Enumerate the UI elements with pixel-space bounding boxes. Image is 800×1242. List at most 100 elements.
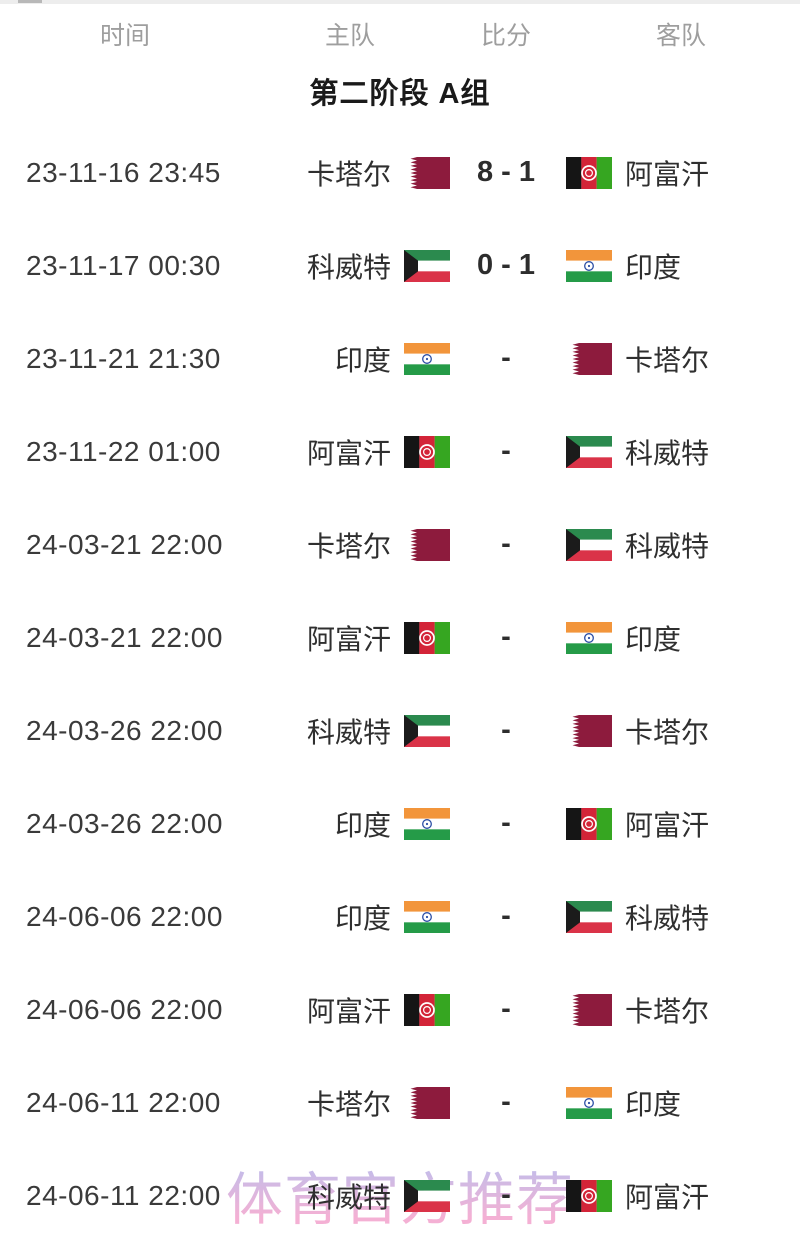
home-team-name: 卡塔尔 <box>306 1088 391 1120</box>
table-header: 时间 主队 比分 客队 <box>0 4 800 64</box>
match-time: 24-06-11 22:00 <box>26 1086 221 1118</box>
home-team: 印度 <box>250 339 450 379</box>
qatar-flag-icon <box>566 714 612 747</box>
away-team-name: 科威特 <box>625 437 710 469</box>
home-flag-slot <box>404 528 450 561</box>
away-flag-slot <box>566 249 612 282</box>
match-time: 24-06-06 22:00 <box>26 900 223 932</box>
home-team-name: 卡塔尔 <box>306 530 391 562</box>
match-score: 8 - 1 <box>476 156 536 188</box>
away-flag-slot <box>566 714 612 747</box>
away-flag-slot <box>566 156 612 189</box>
match-time: 23-11-22 01:00 <box>26 435 221 467</box>
match-row[interactable]: 24-03-26 22:00 印度 - 阿富汗 <box>0 777 800 870</box>
away-team-name: 科威特 <box>625 530 710 562</box>
away-team-name: 印度 <box>625 251 682 283</box>
home-team-name: 卡塔尔 <box>306 158 391 190</box>
match-row[interactable]: 23-11-17 00:30 科威特 0 - 1 印度 <box>0 219 800 312</box>
away-team-name: 卡塔尔 <box>625 716 710 748</box>
column-header-score: 比分 <box>480 22 531 50</box>
away-flag-slot <box>566 807 612 840</box>
away-flag-slot <box>566 1086 612 1119</box>
away-team-name: 科威特 <box>625 902 710 934</box>
away-team-name: 阿富汗 <box>625 158 710 190</box>
top-divider <box>0 0 800 4</box>
home-team-name: 阿富汗 <box>306 995 391 1027</box>
away-flag-slot <box>566 342 612 375</box>
match-row[interactable]: 24-06-06 22:00 印度 - 科威特 <box>0 870 800 963</box>
match-time: 24-03-21 22:00 <box>26 528 223 560</box>
match-row[interactable]: 24-03-26 22:00 科威特 - 卡塔尔 <box>0 684 800 777</box>
match-row[interactable]: 24-06-06 22:00 阿富汗 - 卡塔尔 <box>0 963 800 1056</box>
afghanistan-flag-icon <box>404 435 450 468</box>
stage-title: 第二阶段 A组 <box>309 78 491 110</box>
home-team: 科威特 <box>250 711 450 751</box>
kuwait-flag-icon <box>404 714 450 747</box>
away-team: 科威特 <box>562 432 800 472</box>
match-row[interactable]: 24-03-21 22:00 卡塔尔 - 科威特 <box>0 498 800 591</box>
home-flag-slot <box>404 900 450 933</box>
match-time: 24-03-26 22:00 <box>26 807 223 839</box>
home-team: 阿富汗 <box>250 432 450 472</box>
home-flag-slot <box>404 1179 450 1212</box>
home-team-name: 阿富汗 <box>306 437 391 469</box>
away-team-name: 印度 <box>625 1088 682 1120</box>
home-flag-slot <box>404 807 450 840</box>
away-team: 卡塔尔 <box>562 339 800 379</box>
away-flag-slot <box>566 435 612 468</box>
match-row[interactable]: 23-11-22 01:00 阿富汗 - 科威特 <box>0 405 800 498</box>
match-score: - <box>501 900 511 932</box>
home-team-name: 阿富汗 <box>306 623 391 655</box>
match-row[interactable]: 24-06-11 22:00 卡塔尔 - 印度 <box>0 1056 800 1149</box>
match-row[interactable]: 23-11-16 23:45 卡塔尔 8 - 1 阿富汗 <box>0 126 800 219</box>
away-team: 卡塔尔 <box>562 711 800 751</box>
top-divider-segment <box>18 0 42 3</box>
away-team-name: 卡塔尔 <box>625 995 710 1027</box>
home-team-name: 印度 <box>334 902 391 934</box>
away-flag-slot <box>566 993 612 1026</box>
home-team: 科威特 <box>250 246 450 286</box>
match-score: 0 - 1 <box>476 249 536 281</box>
home-team: 卡塔尔 <box>250 525 450 565</box>
away-flag-slot <box>566 900 612 933</box>
india-flag-icon <box>404 342 450 375</box>
kuwait-flag-icon <box>404 249 450 282</box>
match-time: 23-11-17 00:30 <box>26 249 221 281</box>
away-team: 阿富汗 <box>562 804 800 844</box>
match-score: - <box>501 342 511 374</box>
match-row[interactable]: 24-06-11 22:00 科威特 - 阿富汗 <box>0 1149 800 1242</box>
match-time: 24-06-06 22:00 <box>26 993 223 1025</box>
match-score: - <box>501 1086 511 1118</box>
home-team-name: 科威特 <box>306 251 391 283</box>
away-team: 印度 <box>562 246 800 286</box>
match-score: - <box>501 993 511 1025</box>
away-team: 阿富汗 <box>562 153 800 193</box>
home-flag-slot <box>404 993 450 1026</box>
match-time: 23-11-16 23:45 <box>26 156 221 188</box>
away-team: 卡塔尔 <box>562 990 800 1030</box>
match-row[interactable]: 24-03-21 22:00 阿富汗 - 印度 <box>0 591 800 684</box>
afghanistan-flag-icon <box>404 621 450 654</box>
match-list: 23-11-16 23:45 卡塔尔 8 - 1 阿富汗 23-11-17 00… <box>0 126 800 1242</box>
match-row[interactable]: 23-11-21 21:30 印度 - 卡塔尔 <box>0 312 800 405</box>
match-score: - <box>501 714 511 746</box>
away-team-name: 阿富汗 <box>625 809 710 841</box>
home-flag-slot <box>404 714 450 747</box>
kuwait-flag-icon <box>566 528 612 561</box>
away-team: 印度 <box>562 618 800 658</box>
match-score: - <box>501 528 511 560</box>
india-flag-icon <box>404 900 450 933</box>
india-flag-icon <box>404 807 450 840</box>
away-team: 科威特 <box>562 897 800 937</box>
home-flag-slot <box>404 1086 450 1119</box>
home-team: 阿富汗 <box>250 990 450 1030</box>
kuwait-flag-icon <box>404 1179 450 1212</box>
home-team-name: 科威特 <box>306 1181 391 1213</box>
match-time: 23-11-21 21:30 <box>26 342 221 374</box>
home-team: 卡塔尔 <box>250 153 450 193</box>
home-team: 卡塔尔 <box>250 1083 450 1123</box>
afghanistan-flag-icon <box>404 993 450 1026</box>
home-team: 阿富汗 <box>250 618 450 658</box>
qatar-flag-icon <box>404 1086 450 1119</box>
